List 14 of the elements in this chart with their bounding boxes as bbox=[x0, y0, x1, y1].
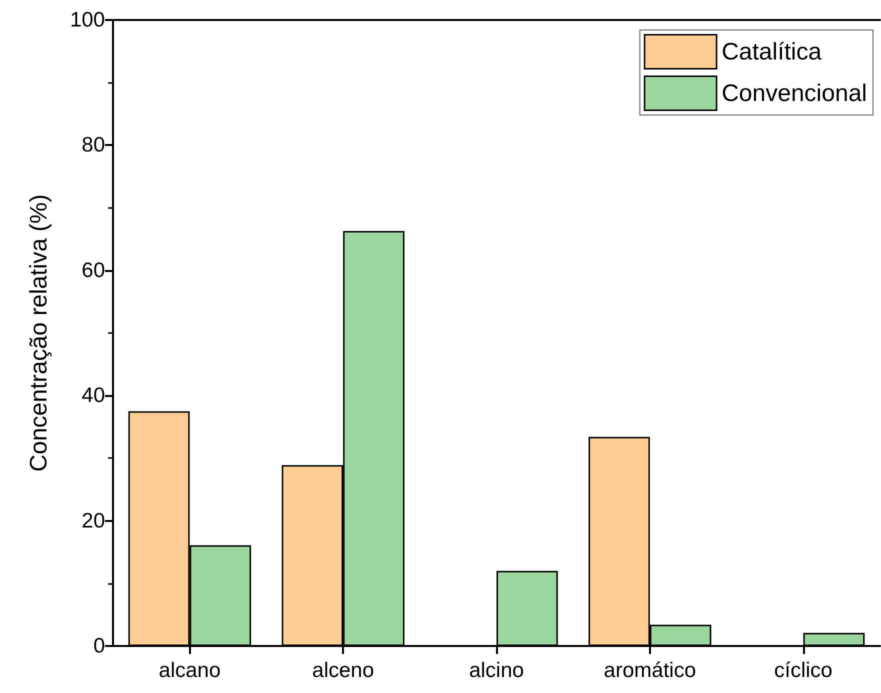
x-tick-label: alceno bbox=[312, 659, 374, 682]
x-tick-label: cíclico bbox=[774, 659, 832, 682]
y-tick-label: 60 bbox=[82, 258, 105, 282]
legend-label: Convencional bbox=[722, 80, 868, 107]
x-tick-label: aromático bbox=[604, 659, 696, 682]
y-tick-label: 40 bbox=[82, 384, 105, 408]
y-tick-label: 20 bbox=[82, 509, 105, 532]
x-tick-label: alcano bbox=[158, 659, 221, 682]
y-tick-label: 80 bbox=[82, 134, 105, 157]
legend-label: Catalítica bbox=[722, 38, 822, 66]
y-tick-label: 100 bbox=[70, 8, 105, 32]
y-axis-title: Concentração relativa (%) bbox=[26, 194, 52, 472]
y-tick-label: 0 bbox=[93, 634, 105, 658]
x-tick-label: alcino bbox=[469, 659, 524, 682]
